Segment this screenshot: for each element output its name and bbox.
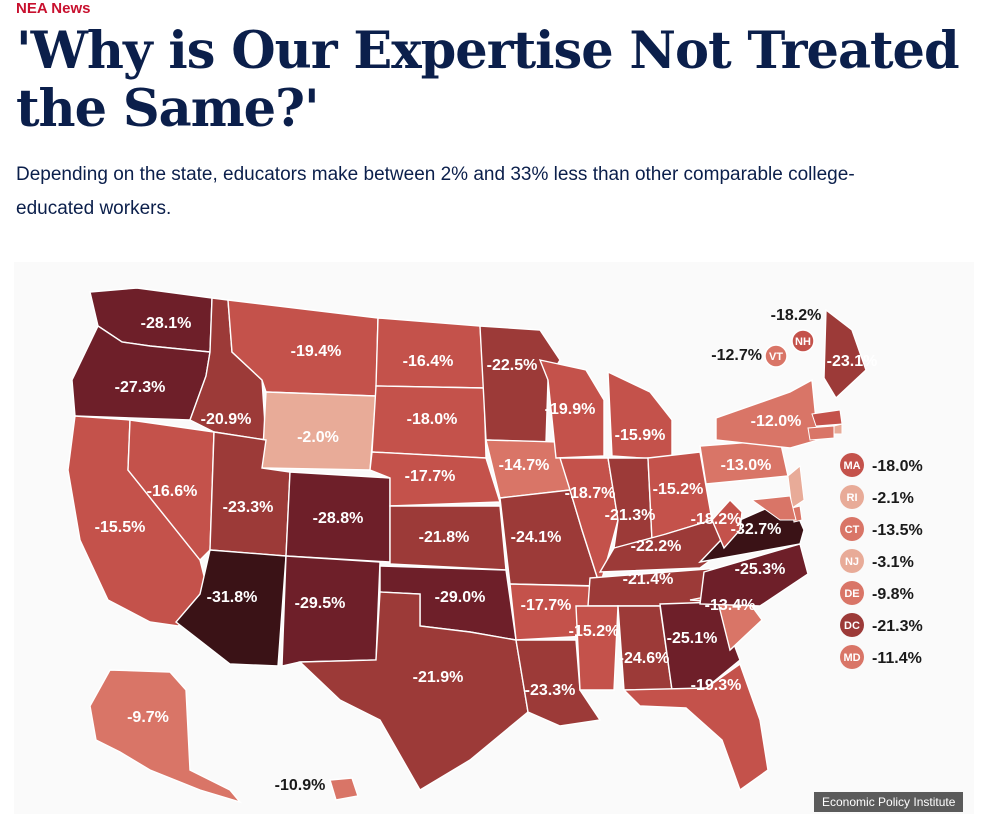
legend-value-de: -9.8% [872, 586, 914, 603]
state-value-il: -18.7% [565, 485, 616, 502]
state-value-va: -32.7% [731, 521, 782, 538]
state-nv [127, 419, 215, 562]
state-value-id: -20.9% [201, 411, 252, 428]
state-value-ar: -17.7% [521, 597, 572, 614]
us-map: -28.1% -27.3% -15.5% -16.6% -20.9% -19.4% -2.0… [67, 287, 923, 804]
callout-abbr-nh: NH [795, 336, 811, 348]
state-tx [298, 591, 529, 791]
state-value-ak: -9.7% [127, 709, 169, 726]
legend-value-ct: -13.5% [872, 522, 923, 539]
state-value-wi: -19.9% [545, 401, 596, 418]
legend-badge-ma [840, 453, 864, 477]
state-value-tn: -21.4% [623, 571, 674, 588]
state-value-ga: -25.1% [667, 630, 718, 647]
state-value-nc: -25.3% [735, 561, 786, 578]
state-value-mn: -22.5% [487, 357, 538, 374]
state-fl [622, 662, 769, 792]
state-la [515, 639, 602, 727]
legend-value-nj: -3.1% [872, 554, 914, 571]
state-value-la: -23.3% [525, 682, 576, 699]
legend-abbr-md: MD [843, 652, 860, 664]
state-value-nd: -16.4% [403, 353, 454, 370]
state-value-sd: -18.0% [407, 411, 458, 428]
callout-value-nh: -18.2% [771, 307, 822, 324]
state-ri [833, 423, 843, 435]
section-kicker[interactable]: NEA News [16, 0, 91, 17]
state-md [750, 495, 797, 521]
state-value-wv: -18.2% [691, 511, 742, 528]
legend-badge-ri [840, 485, 864, 509]
state-value-co: -28.8% [313, 510, 364, 527]
state-hi [329, 777, 359, 801]
legend-badge-ct [840, 517, 864, 541]
state-ms [575, 605, 619, 691]
legend-abbr-ma: MA [843, 460, 860, 472]
state-value-mo: -24.1% [511, 529, 562, 546]
state-value-ut: -23.3% [223, 499, 274, 516]
state-value-pa: -13.0% [721, 457, 772, 474]
legend-abbr-ri: RI [847, 492, 858, 504]
state-value-mt: -19.4% [291, 343, 342, 360]
state-value-ks: -21.8% [419, 529, 470, 546]
state-value-hi: -10.9% [275, 777, 326, 794]
state-value-in: -21.3% [605, 507, 656, 524]
state-value-ca: -15.5% [95, 519, 146, 536]
dek: Depending on the state, educators make b… [16, 164, 855, 219]
legend-abbr-ct: CT [845, 524, 860, 536]
state-wv [711, 498, 743, 550]
legend-badge-de [840, 581, 864, 605]
state-value-tx: -21.9% [413, 669, 464, 686]
state-value-al: -24.6% [619, 650, 670, 667]
legend-badge-md [840, 645, 864, 669]
state-value-mi: -15.9% [615, 427, 666, 444]
state-value-or: -27.3% [115, 379, 166, 396]
state-value-sc: -13.4% [705, 597, 756, 614]
small-states-legend: MA -18.0%RI -2.1%CT -13.5%NJ -3.1%DE -9.8%DC -… [840, 453, 923, 669]
legend-abbr-nj: NJ [845, 556, 859, 568]
source-badge: Economic Policy Institute [814, 792, 964, 812]
state-value-ny: -12.0% [751, 413, 802, 430]
state-ma [811, 409, 843, 427]
state-value-nm: -29.5% [295, 595, 346, 612]
state-ct [807, 425, 835, 441]
state-mi [607, 370, 673, 461]
legend-value-md: -11.4% [872, 650, 922, 667]
state-value-nv: -16.6% [147, 483, 198, 500]
state-value-ia: -14.7% [499, 457, 550, 474]
map-figure: -28.1% -27.3% -15.5% -16.6% -20.9% -19.4% -2.0… [14, 262, 974, 814]
callout-abbr-vt: VT [769, 351, 783, 363]
legend-value-ri: -2.1% [872, 490, 914, 507]
state-value-me: -23.1% [827, 353, 878, 370]
legend-badge-dc [840, 613, 864, 637]
callout-badge-nh [791, 329, 815, 353]
headline: 'Why is Our Expertise Not Treated the Sa… [16, 21, 960, 139]
legend-badge-nj [840, 549, 864, 573]
legend-value-dc: -21.3% [872, 618, 923, 635]
state-value-ky: -22.2% [631, 538, 682, 555]
legend-abbr-de: DE [844, 588, 859, 600]
state-value-wa: -28.1% [141, 315, 192, 332]
state-value-ne: -17.7% [405, 468, 456, 485]
state-wi [538, 359, 605, 459]
callout-badge-vt [764, 344, 788, 368]
state-value-ms: -15.2% [569, 623, 620, 640]
callout-value-vt: -12.7% [711, 347, 762, 364]
state-me [823, 308, 867, 400]
legend-abbr-dc: DC [844, 620, 860, 632]
legend-value-ma: -18.0% [872, 458, 923, 475]
state-value-ok: -29.0% [435, 589, 486, 606]
state-ak [89, 669, 243, 804]
state-value-wy: -2.0% [297, 429, 339, 446]
state-nc [699, 543, 809, 607]
state-value-fl: -19.3% [691, 677, 742, 694]
state-value-az: -31.8% [207, 589, 258, 606]
state-value-oh: -15.2% [653, 481, 704, 498]
state-ny [715, 378, 819, 449]
